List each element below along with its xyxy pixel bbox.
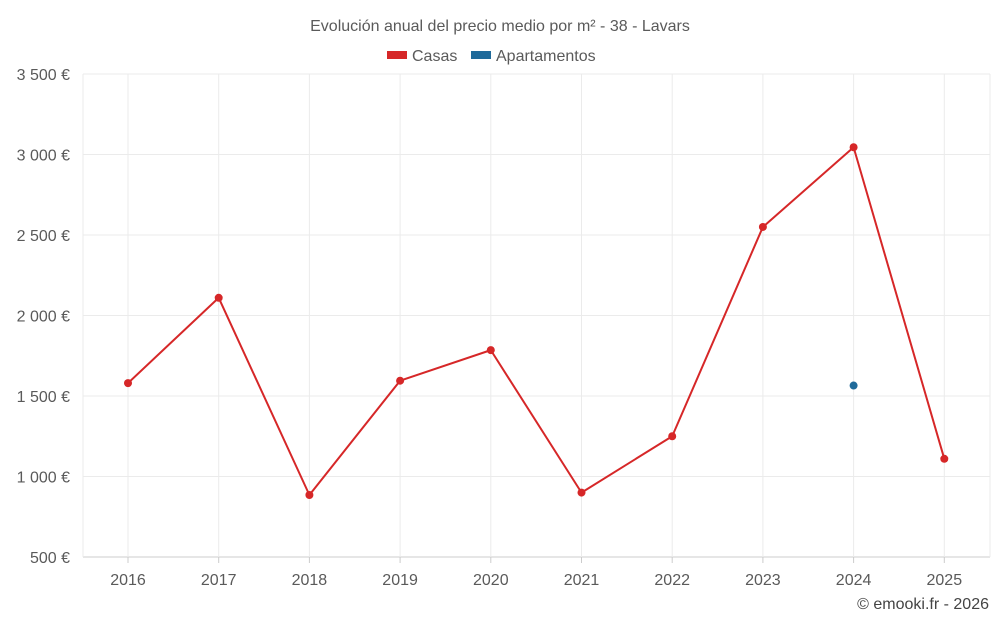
x-tick-label: 2023 xyxy=(745,572,781,589)
data-point-casas-2019[interactable] xyxy=(396,376,405,385)
data-point-casas-2016[interactable] xyxy=(124,379,132,388)
x-tick-label: 2019 xyxy=(382,572,418,589)
series-line-casas xyxy=(127,146,946,497)
data-point-casas-2025[interactable] xyxy=(940,454,949,463)
x-tick-label: 2022 xyxy=(654,572,690,589)
data-point-apartamentos-2024[interactable] xyxy=(849,381,858,390)
x-axis-labels: 2016 2017 2018 2019 2020 2021 2022 2023 2024 2025 xyxy=(110,572,962,589)
legend: Casas Apartamentos xyxy=(387,48,596,65)
y-tick-label: 3 500 € xyxy=(17,67,70,84)
x-tick-label: 2025 xyxy=(927,572,963,589)
y-tick-label: 1 000 € xyxy=(17,470,70,487)
x-gridlines xyxy=(82,74,991,563)
series-points xyxy=(124,143,949,500)
legend-swatch-casas xyxy=(387,51,407,59)
x-tick-label: 2020 xyxy=(473,572,509,589)
legend-label-apartamentos[interactable]: Apartamentos xyxy=(496,48,596,65)
data-point-casas-2023[interactable] xyxy=(758,222,767,231)
y-gridlines xyxy=(83,73,990,558)
x-tick-label: 2018 xyxy=(292,572,328,589)
legend-swatch-apartamentos xyxy=(471,51,491,59)
data-point-casas-2017[interactable] xyxy=(214,293,223,302)
data-point-casas-2021[interactable] xyxy=(577,488,586,497)
data-point-casas-2024[interactable] xyxy=(849,143,858,152)
x-tick-label: 2016 xyxy=(110,572,146,589)
y-tick-label: 3 000 € xyxy=(17,148,70,165)
legend-label-casas[interactable]: Casas xyxy=(412,48,457,65)
x-tick-label: 2017 xyxy=(201,572,237,589)
x-tick-label: 2024 xyxy=(836,572,872,589)
x-tick-label: 2021 xyxy=(564,572,600,589)
y-tick-label: 2 000 € xyxy=(17,309,70,326)
credit-text: © emooki.fr - 2026 xyxy=(857,596,989,613)
y-tick-label: 2 500 € xyxy=(17,228,70,245)
data-point-casas-2018[interactable] xyxy=(305,491,314,500)
y-tick-label: 1 500 € xyxy=(17,389,70,406)
chart-title: Evolución anual del precio medio por m² … xyxy=(310,18,690,35)
y-tick-label: 500 € xyxy=(30,550,70,567)
data-point-casas-2020[interactable] xyxy=(486,346,495,355)
data-point-casas-2022[interactable] xyxy=(668,432,677,441)
series-lines xyxy=(127,146,946,497)
y-axis-labels: 500 € 1 000 € 1 500 € 2 000 € 2 500 € 3 000 €… xyxy=(17,67,70,567)
